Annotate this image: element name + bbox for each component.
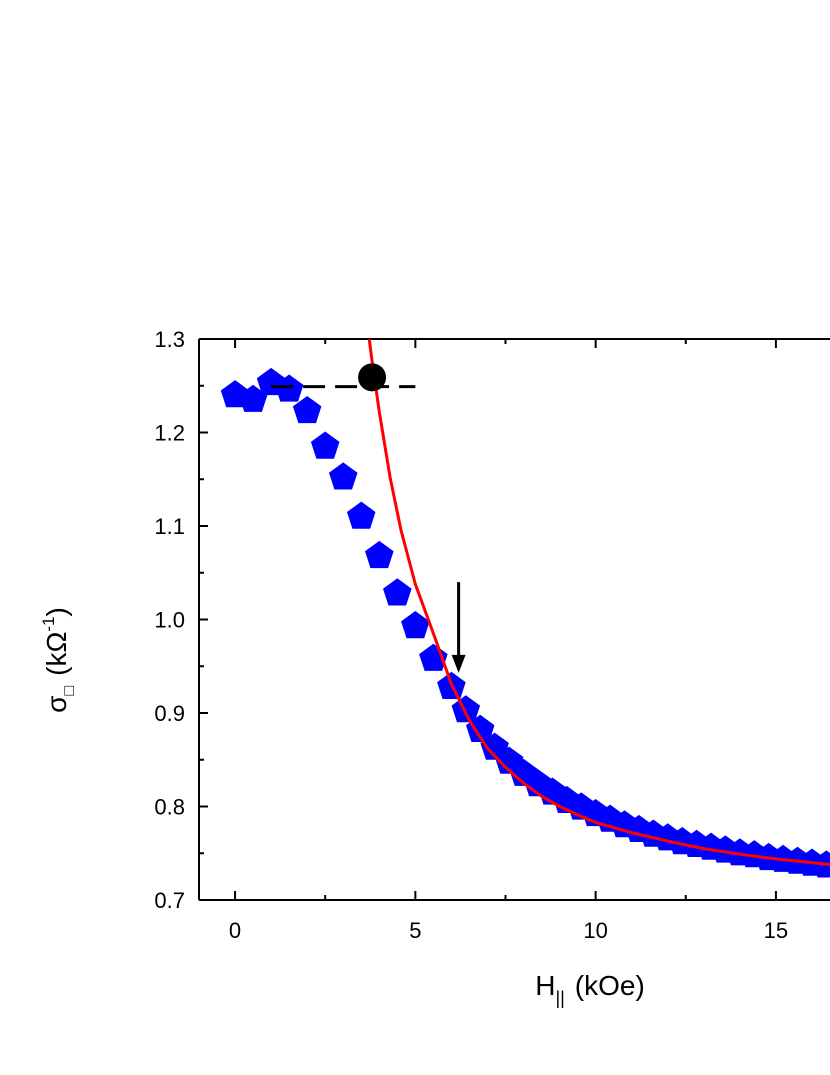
arrow-head bbox=[451, 654, 466, 673]
data-point bbox=[365, 540, 394, 569]
y-axis-title-main: σ bbox=[41, 696, 72, 713]
x-tick-label: 15 bbox=[764, 918, 788, 943]
x-tick-label: 0 bbox=[229, 918, 241, 943]
x-tick-label: 5 bbox=[409, 918, 421, 943]
data-markers bbox=[220, 367, 830, 878]
plot-content bbox=[220, 339, 830, 878]
x-axis-title-sub: || bbox=[555, 988, 564, 1008]
y-tick-label: 1.0 bbox=[154, 608, 185, 633]
y-axis-title-unit-post: ) bbox=[41, 607, 72, 616]
y-axis-title-sub: □ bbox=[61, 686, 78, 696]
x-axis-title-unit: (kOe) bbox=[575, 970, 645, 1001]
data-point bbox=[401, 611, 430, 639]
y-axis-title: σ□ (kΩ-1) bbox=[39, 607, 78, 713]
y-tick-label: 1.2 bbox=[154, 421, 185, 446]
y-tick-label: 1.1 bbox=[154, 514, 185, 539]
y-tick-label: 0.7 bbox=[154, 888, 185, 913]
data-point bbox=[292, 396, 322, 424]
critical-point-marker bbox=[358, 363, 387, 392]
data-point bbox=[383, 578, 412, 606]
data-point bbox=[238, 384, 268, 412]
data-point bbox=[347, 501, 376, 529]
y-tick-label: 0.9 bbox=[154, 701, 185, 726]
y-axis-title-unit-sup: -1 bbox=[39, 616, 58, 631]
x-axis-title: H|| (kOe) bbox=[535, 970, 645, 1008]
axes-frame bbox=[198, 338, 830, 901]
x-axis-title-main: H bbox=[535, 970, 555, 1001]
data-point bbox=[466, 714, 495, 742]
y-tick-label: 1.3 bbox=[154, 327, 185, 352]
fit-curve bbox=[367, 339, 830, 866]
x-tick-label: 10 bbox=[583, 918, 607, 943]
data-point bbox=[329, 462, 358, 490]
y-tick-label: 0.8 bbox=[154, 795, 185, 820]
data-point bbox=[310, 431, 340, 459]
ticks: 0 5 10 15 0.7 0.8 0.9 1.0 1.1 1.2 1.3 bbox=[154, 327, 788, 943]
y-axis-title-unit-pre: (kΩ bbox=[41, 632, 72, 676]
